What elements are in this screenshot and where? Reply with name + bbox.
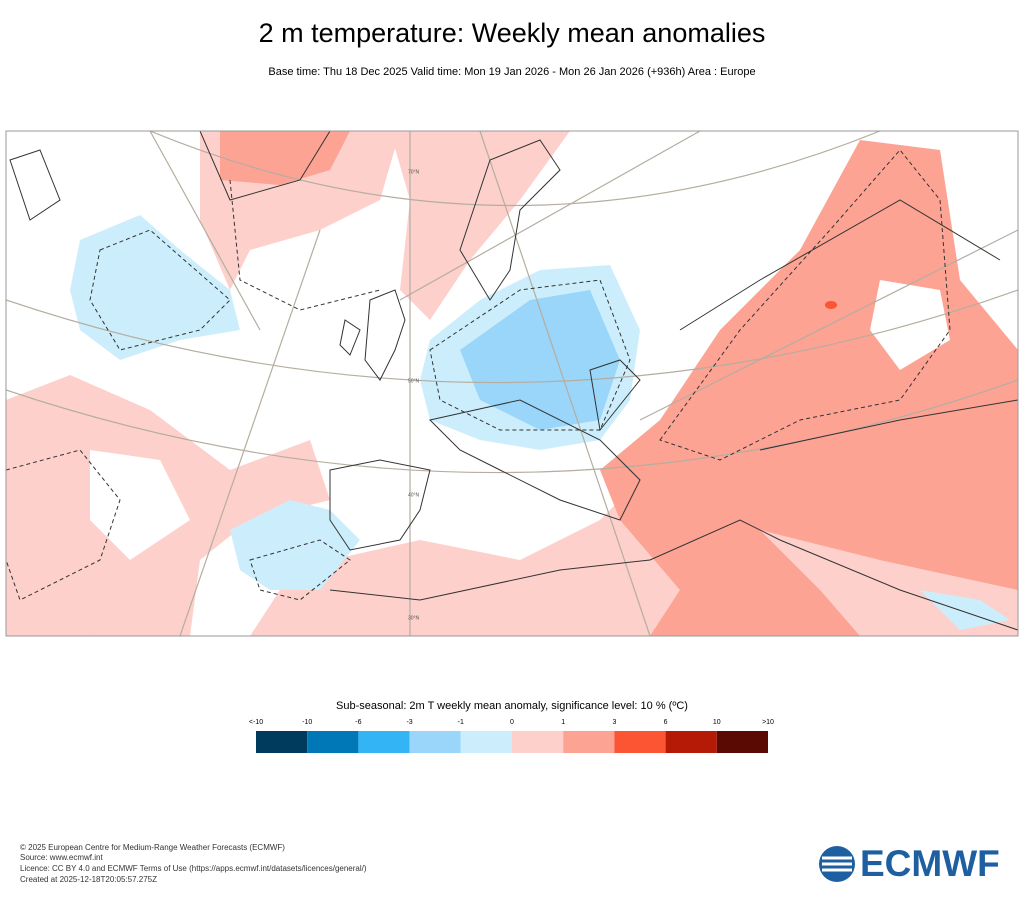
legend-swatch	[256, 731, 308, 753]
graticule-labels: 70°N 50°N 40°N 30°N	[408, 169, 420, 621]
legend-swatch	[460, 731, 512, 753]
legend-swatch	[563, 731, 615, 753]
legend-label: <-10	[249, 719, 263, 726]
legend-swatch	[307, 731, 359, 753]
subtitle: Base time: Thu 18 Dec 2025 Valid time: M…	[268, 66, 755, 78]
map: 70°N 50°N 40°N 30°N	[6, 131, 1018, 636]
legend-label: 3	[612, 719, 616, 726]
legend-swatch	[614, 731, 666, 753]
anomaly-area	[460, 290, 620, 430]
legend-swatch	[716, 731, 768, 753]
legend-swatch	[409, 731, 461, 753]
footer-line: Created at 2025-12-18T20:05:57.275Z	[20, 875, 157, 884]
lat-label: 30°N	[408, 615, 420, 621]
legend-label: -3	[406, 719, 412, 726]
graticule	[6, 131, 1018, 636]
anomaly-area	[600, 140, 1018, 636]
legend-swatch	[512, 731, 564, 753]
lat-label: 50°N	[408, 378, 420, 384]
anomaly-area	[70, 215, 240, 360]
map-frame	[5, 130, 1019, 637]
footer-line: Source: www.ecmwf.int	[20, 853, 103, 862]
significance-contour	[6, 149, 951, 601]
anomaly-area	[6, 375, 330, 636]
footer-line: Licence: CC BY 4.0 and ECMWF Terms of Us…	[20, 864, 367, 873]
legend-label: 6	[664, 719, 668, 726]
anomaly-area	[220, 131, 350, 185]
title: 2 m temperature: Weekly mean anomalies	[259, 18, 766, 48]
legend-label: 1	[561, 719, 565, 726]
legend-label: -1	[458, 719, 464, 726]
anomaly-area	[230, 500, 360, 590]
logo-icon	[822, 856, 852, 872]
coastlines	[9, 131, 1018, 631]
logo: ECMWF	[819, 843, 1000, 884]
neutral-area	[870, 131, 1018, 370]
lat-label: 70°N	[408, 169, 420, 175]
legend-swatch	[358, 731, 410, 753]
legend-label: 0	[510, 719, 514, 726]
footer: © 2025 European Centre for Medium-Range …	[20, 843, 367, 884]
legend-title: Sub-seasonal: 2m T weekly mean anomaly, …	[336, 700, 688, 712]
logo-text: ECMWF	[860, 843, 1000, 884]
legend-label: 10	[713, 719, 721, 726]
legend-label: -10	[302, 719, 312, 726]
legend-swatch	[665, 731, 717, 753]
legend-label: >10	[762, 719, 774, 726]
legend-label: -6	[355, 719, 361, 726]
anomaly-area	[825, 301, 837, 309]
lat-label: 40°N	[408, 492, 420, 498]
legend: <-10 -10 -6 -3 -1 0 1 3 6 10 >10	[249, 719, 774, 753]
anomaly-area	[390, 131, 570, 320]
footer-line: © 2025 European Centre for Medium-Range …	[20, 843, 285, 852]
